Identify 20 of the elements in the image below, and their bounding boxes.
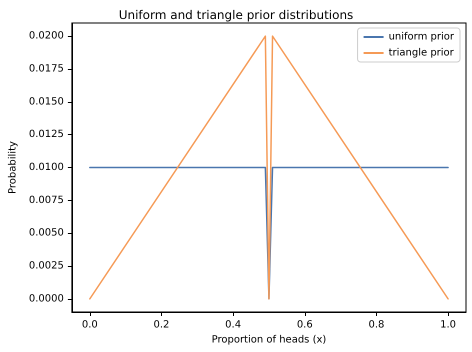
x-tick-label: 0.6	[296, 320, 313, 330]
y-axis-title: Probability	[8, 140, 18, 194]
y-tick-label: 0.0000	[28, 293, 64, 304]
y-tick-label: 0.0150	[28, 96, 64, 108]
y-tick-label: 0.0075	[28, 194, 64, 206]
legend-label: uniform prior	[388, 32, 455, 42]
y-tick-label: 0.0175	[28, 63, 64, 74]
x-axis-title: Proportion of heads (x)	[212, 334, 326, 346]
y-tick-label: 0.0125	[28, 129, 64, 140]
x-tick-label: 0.2	[154, 320, 170, 330]
y-tick-label: 0.0050	[28, 228, 64, 239]
x-tick-label: 0.4	[225, 320, 242, 330]
x-tick-label: 0.0	[82, 320, 98, 330]
y-tick-label: 0.0200	[28, 30, 64, 42]
y-tick-label: 0.0025	[28, 260, 64, 272]
y-tick-label: 0.0100	[28, 162, 64, 173]
x-tick-label: 0.8	[368, 320, 384, 330]
chart-title: Uniform and triangle prior distributions	[118, 8, 354, 22]
x-tick-label: 1.0	[440, 320, 456, 330]
legend-label: triangle prior	[388, 48, 455, 58]
